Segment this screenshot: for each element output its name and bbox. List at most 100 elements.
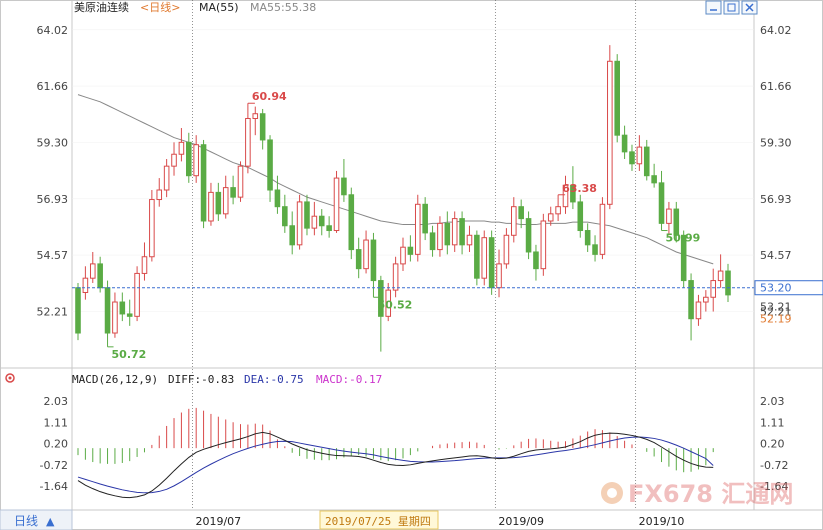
candle-body-up (141, 256, 148, 274)
candle-body-down (348, 194, 355, 251)
candle (518, 199, 524, 229)
candle (215, 182, 222, 221)
macd-tick-left: -1.64 (40, 480, 68, 493)
candle (363, 230, 369, 274)
candle (429, 225, 436, 257)
candle (370, 232, 377, 298)
candle-body-down (341, 177, 347, 196)
current-price-box (754, 280, 823, 296)
macd-tick-right: 1.11 (760, 416, 785, 429)
candle-body-up (163, 165, 170, 191)
candle (621, 125, 628, 160)
candle-body-up (599, 203, 606, 255)
candle-body-down (688, 280, 694, 320)
candle (422, 197, 428, 241)
candle-body-down (673, 208, 680, 236)
candle (688, 273, 694, 341)
candle (392, 256, 399, 298)
candle (703, 290, 709, 312)
diff-value: DIFF:-0.83 (168, 373, 234, 386)
date-tick-label: 2019/10 (639, 515, 685, 528)
candle-body-down (304, 201, 310, 229)
candle (459, 211, 465, 255)
date-axis: 2019/07 2019/09 2019/10 (195, 515, 684, 528)
price-tick-left: 59.30 (37, 136, 69, 149)
candle (282, 194, 288, 233)
macd-tick-right: -0.72 (760, 459, 788, 472)
candle (636, 135, 643, 171)
price-tick-left: 56.93 (37, 193, 69, 206)
candle-body-down (230, 187, 236, 198)
macd-tick-left: 0.20 (44, 438, 69, 451)
candle (178, 128, 185, 162)
candle-body-down (370, 239, 377, 282)
candle-body-down (533, 251, 539, 270)
candle-body-up (112, 301, 118, 334)
macd-tick-left: 1.11 (44, 416, 69, 429)
candle (348, 187, 355, 260)
candle (75, 282, 81, 341)
candle-body-up (296, 201, 303, 246)
symbol-label: 美原油连续 (74, 0, 129, 14)
candle (134, 266, 140, 322)
candle (555, 194, 561, 221)
candle-body-down (614, 60, 620, 136)
candle (341, 159, 347, 202)
candle (274, 175, 281, 214)
watermark-logo: FX678 汇通网 (601, 480, 793, 508)
dea-value: DEA:-0.75 (244, 373, 304, 386)
candle-body-up (385, 289, 392, 317)
macd-lines (77, 431, 714, 499)
candle-body-down (725, 270, 731, 296)
candle (186, 132, 192, 183)
cursor-date: 2019/07/25 星期四 (325, 515, 431, 528)
candle (355, 237, 362, 279)
candle (577, 194, 584, 238)
candle (296, 194, 303, 250)
candle (695, 294, 702, 326)
candle-body-up (466, 234, 473, 246)
candle (326, 216, 332, 238)
right-price-label: 53.20 (760, 282, 792, 295)
low-label: 50.99 (666, 232, 701, 245)
candle (666, 201, 672, 236)
candle-body-down (658, 182, 665, 224)
candle (378, 275, 384, 352)
candle (643, 139, 650, 181)
low-label: 50.52 (377, 298, 412, 311)
macd-settings-icon[interactable] (5, 373, 15, 383)
candle-body-down (429, 232, 436, 251)
candle-body-down (97, 263, 103, 289)
minimize-button[interactable] (705, 0, 722, 15)
candle-body-up (82, 277, 89, 293)
candle (540, 213, 547, 276)
macd-tick-left: 2.03 (44, 395, 69, 408)
candle-body-down (318, 215, 325, 227)
candle (400, 237, 406, 272)
period-selector-button[interactable] (0, 509, 73, 530)
candle (171, 142, 177, 176)
watermark-text: FX678 汇通网 (628, 480, 793, 508)
candle (311, 201, 318, 236)
candle-body-up (503, 234, 510, 265)
candle-body-up (562, 184, 569, 208)
candle-body-down (186, 141, 192, 177)
ma-value-label: MA55:55.38 (250, 1, 316, 14)
candle-body-up (245, 117, 251, 167)
candle (407, 235, 414, 262)
candle (570, 166, 576, 210)
macd-tick-left: -0.72 (40, 459, 68, 472)
high-label: 60.94 (252, 90, 287, 103)
right-price-label: 52.19 (760, 313, 792, 326)
price-tick-left: 64.02 (37, 24, 69, 37)
candle-body-down (200, 144, 207, 222)
candle (97, 256, 103, 293)
candle-body-up (252, 113, 259, 119)
candle-body-down (570, 184, 576, 203)
macd-axis: 2.03 2.03 1.11 1.11 0.20 0.20 -0.72 -0.72 -1.64 -… (40, 395, 789, 493)
candle-body-down (104, 287, 111, 334)
candle (163, 159, 170, 198)
candle-body-up (555, 206, 561, 215)
maximize-button[interactable] (723, 0, 740, 15)
